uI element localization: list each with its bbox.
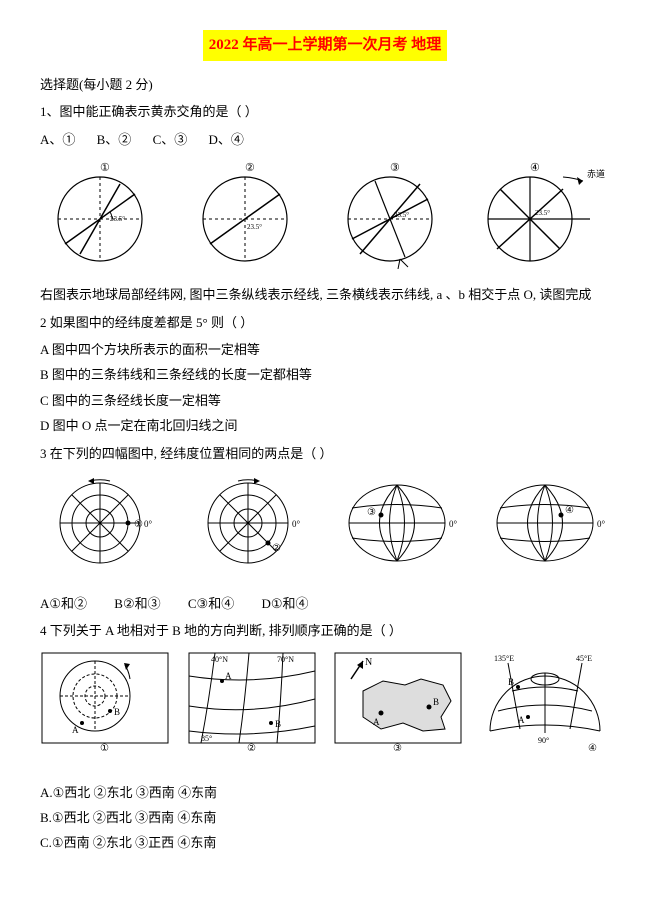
angle-1: 23.5° [110, 215, 125, 223]
q3-4-label: ④ [565, 505, 574, 516]
q4-3-n: N [365, 657, 372, 668]
q2-options: A 图中四个方块所表示的面积一定相等 B 图中的三条纬线和三条经线的长度一定都相… [40, 338, 610, 438]
q3-diagrams: ① 0° ② 0° ③ 0° [40, 473, 610, 578]
q3-3-label: ③ [367, 507, 376, 518]
side-label: 赤道 [587, 168, 605, 179]
q1-opt-c: C、③ [153, 132, 188, 147]
q4-4-45: 45°E [576, 654, 592, 663]
q4-4-90: 90° [538, 736, 549, 745]
q3-2-label: ② [272, 543, 281, 554]
label-2: ② [245, 162, 255, 174]
q3-3-zero: 0° [449, 519, 458, 529]
q1-opt-a: A、① [40, 132, 75, 147]
q4-4-a: A [518, 715, 525, 725]
page-title: 2022 年高一上学期第一次月考 地理 [203, 30, 448, 61]
q1-circle-4: ④ 赤道 23.5° [475, 159, 610, 269]
q4-text: 4 下列关于 A 地相对于 B 地的方向判断, 排列顺序正确的是（ ） [40, 619, 610, 642]
q4-options: A.①西北 ②东北 ③西南 ④东南 B.①西北 ②西北 ③西南 ④东南 C.①西… [40, 781, 610, 855]
q4-2-70: 70°N [277, 655, 294, 664]
q1-circle-1: ① 23.5° [40, 159, 165, 269]
q4-2-a: A [225, 671, 232, 681]
q4-map-2: 40°N 70°N 85° A B ② [187, 651, 317, 751]
q4-4-135: 135°E [494, 654, 514, 663]
q4-opt-c: C.①西南 ②东北 ③正西 ④东南 [40, 831, 610, 854]
q3-opt-a: A①和② [40, 596, 87, 611]
q1-diagrams: ① 23.5° ② 23.5° ③ 23.5° ④ 赤道 [40, 159, 610, 269]
q4-diagrams: A B ① 40°N 70°N 85° A B ② N A B ③ [40, 651, 610, 751]
q4-3-a: A [373, 717, 380, 727]
q3-2-zero: 0° [292, 519, 301, 529]
q3-text: 3 在下列的四幅图中, 经纬度位置相同的两点是（ ） [40, 442, 610, 465]
q4-map-3: N A B ③ [333, 651, 463, 751]
title-container: 2022 年高一上学期第一次月考 地理 [40, 30, 610, 61]
q1-opt-b: B、② [97, 132, 132, 147]
q4-map-1: A B ① [40, 651, 170, 751]
q4-4-num: ④ [588, 743, 597, 751]
q4-1-num: ① [100, 743, 109, 751]
q4-4-b: B [508, 677, 514, 687]
q1-opt-d: D、④ [208, 132, 243, 147]
q3-globe-2: ② 0° [188, 473, 313, 578]
q4-opt-b: B.①西北 ②西北 ③西南 ④东南 [40, 806, 610, 829]
q2-context: 右图表示地球局部经纬网, 图中三条纵线表示经线, 三条横线表示纬线, a 、b … [40, 283, 610, 306]
q2-opt-c: C 图中的三条经线长度一定相等 [40, 389, 610, 412]
label-3: ③ [390, 162, 400, 174]
q4-2-num: ② [247, 743, 256, 751]
q3-opt-b: B②和③ [114, 596, 160, 611]
q2-opt-a: A 图中四个方块所表示的面积一定相等 [40, 338, 610, 361]
q4-3-b: B [433, 697, 439, 707]
label-1: ① [100, 162, 110, 174]
q4-opt-a: A.①西北 ②东北 ③西南 ④东南 [40, 781, 610, 804]
angle-3: 23.5° [394, 211, 409, 219]
q3-1-zero: 0° [144, 519, 153, 529]
q1-options: A、① B、② C、③ D、④ [40, 128, 610, 151]
q3-globe-4: ④ 0° [485, 473, 610, 578]
q3-options: A①和② B②和③ C③和④ D①和④ [40, 592, 610, 615]
label-4: ④ [530, 162, 540, 174]
q2-opt-b: B 图中的三条纬线和三条经线的长度一定都相等 [40, 363, 610, 386]
q4-map-4: 135°E 45°E A B 90° ④ [480, 651, 610, 751]
q4-2-b: B [275, 719, 281, 729]
q4-3-num: ③ [393, 743, 402, 751]
q1-circle-2: ② 23.5° [185, 159, 310, 269]
q3-1-label: ① [134, 519, 143, 530]
q3-4-zero: 0° [597, 519, 606, 529]
angle-2: 23.5° [247, 223, 262, 231]
section-header: 选择题(每小题 2 分) [40, 73, 610, 96]
q3-globe-1: ① 0° [40, 473, 165, 578]
q4-1-b: B [114, 707, 120, 717]
q2-opt-d: D 图中 O 点一定在南北回归线之间 [40, 414, 610, 437]
q1-text: 1、图中能正确表示黄赤交角的是（ ） [40, 100, 610, 123]
angle-4: 23.5° [535, 209, 550, 217]
q4-1-a: A [72, 725, 79, 735]
q1-circle-3: ③ 23.5° [330, 159, 455, 269]
q2-text: 2 如果图中的经纬度差都是 5° 则（ ） [40, 311, 610, 334]
q3-opt-d: D①和④ [261, 596, 308, 611]
q3-globe-3: ③ 0° [337, 473, 462, 578]
q3-opt-c: C③和④ [188, 596, 234, 611]
